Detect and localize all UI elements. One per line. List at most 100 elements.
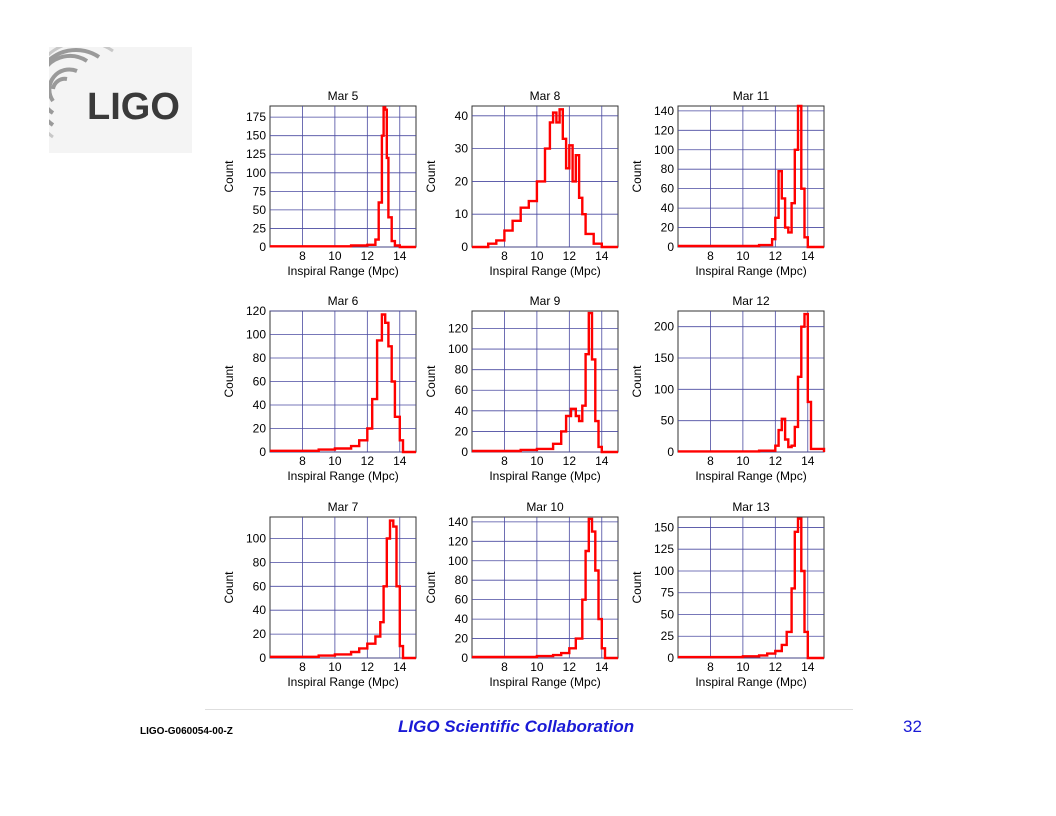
y-tick-label: 50 [661, 414, 675, 428]
chart-title: Mar 11 [733, 89, 770, 103]
y-axis-label: Count [424, 571, 438, 604]
y-tick-label: 50 [253, 203, 267, 217]
x-tick-label: 10 [530, 249, 544, 263]
y-tick-label: 80 [455, 573, 469, 587]
x-tick-label: 10 [328, 660, 342, 674]
y-tick-label: 10 [455, 207, 469, 221]
y-tick-label: 20 [455, 174, 469, 188]
collaboration-title: LIGO Scientific Collaboration [398, 717, 635, 736]
y-tick-label: 30 [455, 142, 469, 156]
y-tick-label: 0 [667, 445, 674, 459]
y-tick-label: 25 [661, 629, 675, 643]
plot-frame [677, 516, 825, 659]
y-axis-label: Count [424, 365, 438, 398]
y-tick-label: 175 [246, 110, 266, 124]
x-tick-label: 14 [801, 249, 815, 263]
y-tick-label: 40 [661, 201, 675, 215]
x-tick-label: 10 [530, 660, 544, 674]
y-tick-label: 120 [654, 123, 674, 137]
y-axis-label: Count [424, 160, 438, 193]
plot-frame [677, 105, 825, 248]
y-tick-label: 0 [461, 240, 468, 254]
y-tick-label: 40 [455, 612, 469, 626]
chart-panel: 8 10 12 14 0 25 50 75 100 125 150 Mar 13 Inspiral Ra… [630, 500, 825, 689]
y-tick-label: 0 [259, 651, 266, 665]
x-tick-label: 8 [707, 660, 714, 674]
histogram-series-line [270, 313, 416, 454]
x-tick-label: 12 [769, 454, 783, 468]
x-axis-label: Inspiral Range (Mpc) [489, 469, 600, 483]
y-tick-label: 140 [448, 515, 468, 529]
x-tick-label: 14 [393, 454, 407, 468]
plot-frame [471, 516, 619, 659]
chart-title: Mar 8 [530, 89, 561, 103]
x-tick-label: 14 [595, 454, 609, 468]
logo-text: LIGO [87, 86, 180, 128]
x-tick-label: 12 [361, 454, 375, 468]
y-tick-label: 100 [448, 554, 468, 568]
y-tick-label: 0 [667, 240, 674, 254]
chart-panel: 8 10 12 14 0 10 20 30 40 Mar 8 Inspiral Range (Mpc… [424, 89, 619, 278]
y-axis-label: Count [630, 571, 644, 604]
y-tick-label: 150 [654, 520, 674, 534]
plot-frame [471, 310, 619, 453]
x-axis-label: Inspiral Range (Mpc) [695, 469, 806, 483]
y-tick-label: 60 [661, 182, 675, 196]
x-tick-label: 8 [299, 454, 306, 468]
chart-panel: 8 10 12 14 0 20 40 60 80 100 120 Mar 9 Inspiral Rang… [424, 294, 619, 483]
x-tick-label: 10 [736, 660, 750, 674]
histogram-series-line [472, 108, 618, 249]
y-axis-label: Count [222, 365, 236, 398]
x-tick-label: 12 [769, 249, 783, 263]
footer-divider [205, 709, 853, 710]
y-tick-label: 150 [654, 351, 674, 365]
x-tick-label: 12 [563, 249, 577, 263]
x-tick-label: 12 [361, 660, 375, 674]
x-tick-label: 8 [501, 454, 508, 468]
x-tick-label: 8 [707, 249, 714, 263]
y-tick-label: 200 [654, 320, 674, 334]
x-tick-label: 10 [736, 249, 750, 263]
x-axis-label: Inspiral Range (Mpc) [287, 675, 398, 689]
ligo-logo-graphic: LIGO [49, 47, 180, 139]
y-tick-label: 80 [661, 162, 675, 176]
y-tick-label: 0 [461, 445, 468, 459]
x-axis-label: Inspiral Range (Mpc) [489, 675, 600, 689]
histogram-series-line [472, 517, 618, 660]
y-tick-label: 80 [455, 363, 469, 377]
y-tick-label: 60 [455, 383, 469, 397]
x-tick-label: 12 [769, 660, 783, 674]
chart-panel: 8 10 12 14 0 20 40 60 80 100 Mar 7 Inspiral Range (… [222, 500, 417, 689]
y-tick-label: 40 [455, 109, 469, 123]
histogram-series-line [270, 519, 416, 660]
y-tick-label: 140 [654, 104, 674, 118]
x-axis-label: Inspiral Range (Mpc) [695, 264, 806, 278]
x-axis-label: Inspiral Range (Mpc) [287, 469, 398, 483]
y-tick-label: 120 [246, 304, 266, 318]
chart-panel: 8 10 12 14 0 25 50 75 100 125 150 175 Mar 5 Inspiral … [222, 89, 417, 278]
x-tick-label: 14 [801, 454, 815, 468]
x-tick-label: 10 [328, 454, 342, 468]
histogram-series-line [678, 104, 824, 249]
y-tick-label: 150 [246, 129, 266, 143]
chart-title: Mar 13 [732, 500, 770, 514]
y-tick-label: 125 [654, 542, 674, 556]
chart-title: Mar 5 [328, 89, 359, 103]
x-tick-label: 8 [501, 249, 508, 263]
chart-panel: 8 10 12 14 0 50 100 150 200 Mar 12 Inspiral Range … [630, 294, 826, 483]
histogram-series-line [678, 312, 826, 453]
y-axis-label: Count [222, 160, 236, 193]
x-tick-label: 14 [595, 249, 609, 263]
y-tick-label: 0 [667, 651, 674, 665]
x-axis-label: Inspiral Range (Mpc) [489, 264, 600, 278]
y-tick-label: 0 [259, 240, 266, 254]
x-tick-label: 12 [563, 454, 577, 468]
y-axis-label: Count [630, 160, 644, 193]
y-tick-label: 25 [253, 221, 267, 235]
y-tick-label: 0 [259, 445, 266, 459]
x-tick-label: 10 [530, 454, 544, 468]
chart-title: Mar 10 [526, 500, 564, 514]
y-tick-label: 0 [461, 651, 468, 665]
